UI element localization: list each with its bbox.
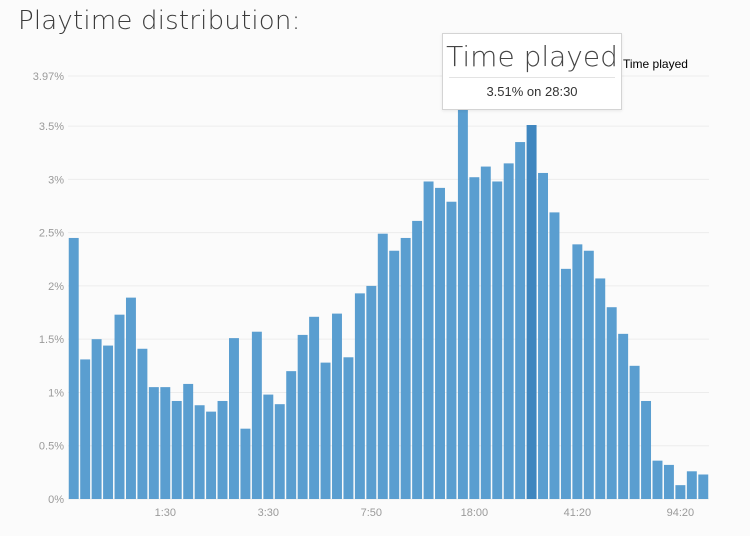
bar [286, 371, 297, 499]
x-tick-label: 18:00 [461, 507, 489, 519]
bar [400, 237, 411, 500]
bar [171, 400, 182, 499]
bar [137, 348, 148, 499]
bar [114, 314, 125, 499]
y-tick-label: 0.5% [39, 441, 64, 453]
bar [652, 460, 663, 499]
tooltip-value: 3.51% on 28:30 [486, 84, 578, 99]
bar [663, 464, 674, 499]
bar [148, 387, 159, 499]
x-tick-label: 94:20 [667, 507, 695, 519]
bar [103, 345, 114, 499]
bar [343, 357, 354, 499]
bar [183, 383, 194, 499]
bar [526, 125, 537, 499]
bar [515, 142, 526, 499]
bar [320, 362, 331, 499]
y-tick-label: 3% [48, 174, 64, 186]
bar [332, 313, 342, 499]
y-tick-label: 1% [48, 387, 64, 399]
bar [251, 331, 262, 499]
bar [606, 307, 617, 499]
y-tick-label: 2% [48, 281, 64, 293]
bar [91, 339, 102, 499]
bar [354, 293, 365, 499]
bar [629, 365, 640, 499]
bar [377, 233, 388, 499]
bar [297, 334, 308, 499]
bar [560, 268, 571, 499]
x-tick-label: 41:20 [564, 507, 592, 519]
bar [446, 201, 457, 499]
bar [206, 411, 217, 499]
bar [572, 244, 583, 499]
legend-entry: Time played [623, 57, 688, 71]
tooltip-divider [449, 77, 615, 78]
bar [595, 278, 606, 499]
chart-tooltip: Time played 3.51% on 28:30 [442, 33, 622, 110]
tooltip-title: Time played [446, 40, 618, 73]
bar [412, 220, 423, 499]
bar [160, 387, 171, 499]
bar [480, 166, 491, 499]
page-title: Playtime distribution: [18, 6, 301, 36]
bar [503, 163, 514, 499]
bar [80, 359, 91, 499]
x-tick-label: 3:30 [258, 507, 279, 519]
bar [125, 297, 136, 499]
bar [366, 285, 377, 499]
y-tick-label: 0% [48, 494, 64, 506]
x-tick-label: 1:30 [155, 507, 176, 519]
y-tick-label: 3.5% [39, 121, 64, 133]
bar [274, 404, 285, 499]
bar [263, 394, 274, 499]
bar [618, 333, 629, 499]
bar [583, 250, 594, 499]
y-tick-label: 1.5% [39, 334, 64, 346]
bar [68, 237, 79, 500]
bar [641, 400, 652, 499]
bar [240, 428, 251, 499]
bar [423, 181, 434, 499]
y-tick-label: 2.5% [39, 228, 64, 240]
bar [457, 100, 468, 500]
bar [492, 181, 503, 499]
bar [435, 187, 445, 499]
bar [309, 316, 320, 499]
bar [698, 474, 709, 499]
bar [549, 212, 560, 499]
bar [686, 471, 697, 499]
x-tick-label: 7:50 [361, 507, 382, 519]
bar [194, 405, 205, 499]
bar [389, 250, 400, 499]
y-tick-label: 3.97% [33, 71, 64, 83]
bar [538, 172, 548, 499]
bar [469, 177, 480, 499]
bar [675, 485, 686, 499]
bar [217, 400, 228, 499]
bar [229, 338, 239, 499]
